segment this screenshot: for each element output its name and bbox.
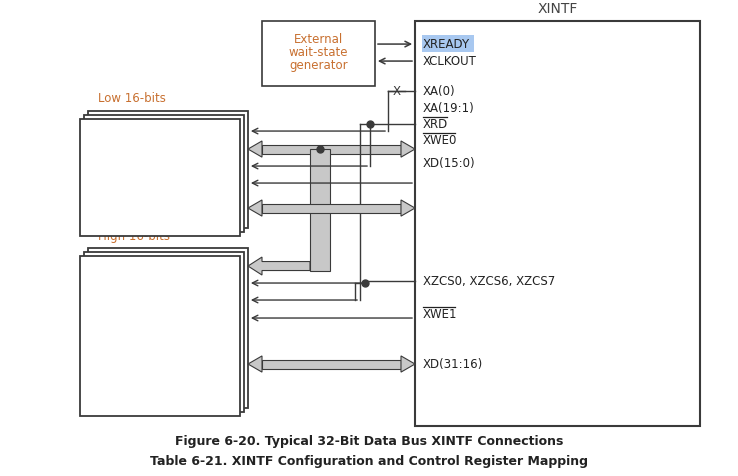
Bar: [88, 111, 248, 228]
Bar: [80, 256, 240, 416]
Text: External: External: [294, 33, 343, 46]
Bar: [84, 115, 244, 232]
Bar: [262, 145, 401, 154]
Text: Table 6-21. XINTF Configuration and Control Register Mapping: Table 6-21. XINTF Configuration and Cont…: [150, 455, 588, 467]
Text: High 16-bits: High 16-bits: [98, 229, 170, 243]
Text: X: X: [393, 85, 401, 98]
Text: OE: OE: [224, 294, 240, 307]
Text: XRD: XRD: [423, 118, 448, 130]
Text: XZCS0, XZCS6, XZCS7: XZCS0, XZCS6, XZCS7: [423, 275, 555, 288]
Bar: [84, 252, 244, 412]
Text: generator: generator: [289, 59, 348, 72]
Bar: [262, 21, 375, 86]
FancyArrow shape: [401, 200, 415, 216]
Text: wait-state: wait-state: [289, 46, 348, 59]
Text: XD(15:0): XD(15:0): [423, 157, 475, 169]
Text: XREADY: XREADY: [423, 38, 470, 50]
Bar: [88, 248, 248, 408]
Text: CS: CS: [224, 277, 240, 289]
Text: OE: OE: [224, 159, 240, 172]
FancyArrow shape: [401, 356, 415, 372]
Text: XA(19:1): XA(19:1): [423, 101, 475, 115]
Bar: [422, 35, 474, 52]
Text: A(18:0): A(18:0): [196, 142, 240, 156]
FancyArrow shape: [248, 141, 262, 157]
Text: Figure 6-20. Typical 32-Bit Data Bus XINTF Connections: Figure 6-20. Typical 32-Bit Data Bus XIN…: [175, 435, 563, 447]
FancyArrow shape: [248, 356, 262, 372]
FancyArrow shape: [401, 141, 415, 157]
Text: CS: CS: [224, 125, 240, 138]
Bar: [80, 119, 240, 236]
Text: Low 16-bits: Low 16-bits: [98, 91, 166, 105]
Bar: [310, 149, 330, 270]
Text: XA(0): XA(0): [423, 85, 455, 98]
Text: WE: WE: [221, 311, 240, 325]
FancyArrow shape: [248, 200, 262, 216]
Text: D(31:16): D(31:16): [187, 357, 240, 370]
Text: XD(31:16): XD(31:16): [423, 357, 483, 370]
Text: XINTF: XINTF: [537, 2, 578, 16]
FancyArrow shape: [248, 257, 310, 275]
Text: A(18:0): A(18:0): [196, 259, 240, 273]
Text: XWE1: XWE1: [423, 307, 458, 320]
Bar: [262, 204, 401, 213]
Text: D(15:0): D(15:0): [196, 201, 240, 215]
Text: XWE0: XWE0: [423, 134, 458, 147]
Text: XCLKOUT: XCLKOUT: [423, 55, 477, 68]
Bar: [415, 21, 700, 426]
Bar: [262, 359, 401, 368]
Text: WE: WE: [221, 177, 240, 189]
